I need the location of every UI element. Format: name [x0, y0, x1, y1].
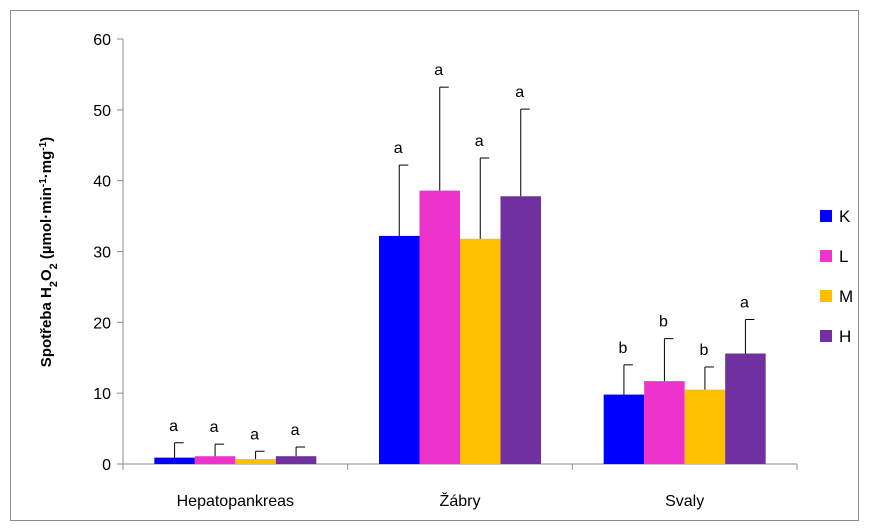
- y-tick-label: 60: [93, 32, 111, 49]
- bar: [235, 459, 276, 464]
- significance-labels: a a a a a a a a b b b a: [169, 62, 749, 443]
- significance-letter: b: [618, 340, 627, 357]
- significance-letter: a: [291, 422, 300, 439]
- y-tick-label: 10: [93, 386, 111, 403]
- y-axis-label: Spotřeba H2O2 (µmol·min-1·mg-1): [38, 137, 61, 367]
- legend-swatch: [820, 210, 832, 222]
- y-axis-label-part: 2: [48, 281, 60, 287]
- y-axis-label-part: (µmol·min: [38, 187, 55, 263]
- y-axis-label-part: -1: [38, 178, 49, 187]
- bar: [500, 196, 541, 464]
- significance-letter: a: [740, 295, 749, 312]
- bar: [725, 353, 766, 464]
- y-axis-label-part: -1: [38, 141, 49, 150]
- bar: [154, 457, 195, 464]
- significance-letter: a: [434, 62, 443, 79]
- significance-letter: a: [250, 426, 259, 443]
- significance-letter: b: [699, 342, 708, 359]
- y-tick-label: 0: [102, 457, 111, 474]
- y-axis-label-part: O: [38, 269, 55, 281]
- y-axis-label-part: Spotřeba H: [38, 287, 55, 367]
- x-category-label: Hepatopankreas: [177, 493, 294, 510]
- significance-letter: a: [394, 140, 403, 157]
- x-category-label: Žábry: [440, 491, 481, 510]
- legend-label: M: [839, 287, 853, 306]
- y-axis-label-part: ): [38, 137, 55, 142]
- legend-swatch: [820, 290, 832, 302]
- significance-letter: b: [659, 314, 668, 331]
- bar: [644, 381, 685, 464]
- bar: [684, 389, 726, 464]
- y-tick-label: 50: [93, 103, 111, 120]
- significance-letter: a: [169, 418, 178, 435]
- error-bars: [174, 86, 755, 460]
- legend-swatch: [820, 250, 832, 262]
- bars: [154, 190, 766, 465]
- y-tick-label: 40: [93, 174, 111, 191]
- y-tick-label: 30: [93, 245, 111, 262]
- legend-swatch: [820, 330, 832, 342]
- bar: [603, 394, 645, 464]
- legend-label: L: [839, 247, 848, 266]
- y-tick-label: 20: [93, 315, 111, 332]
- significance-letter: a: [515, 84, 524, 101]
- significance-letter: a: [210, 419, 219, 436]
- y-axis-label-part: ·mg: [38, 151, 55, 179]
- bar: [460, 238, 501, 464]
- y-axis-label-part: 2: [48, 263, 60, 269]
- bar: [194, 456, 236, 464]
- legend-label: K: [839, 207, 851, 226]
- bar: [275, 456, 317, 464]
- significance-letter: a: [475, 133, 484, 150]
- legend-label: H: [839, 327, 851, 346]
- bar: [419, 190, 460, 465]
- bar: [379, 235, 420, 464]
- x-category-label: Svaly: [665, 493, 704, 510]
- legend: K L M H: [820, 207, 853, 346]
